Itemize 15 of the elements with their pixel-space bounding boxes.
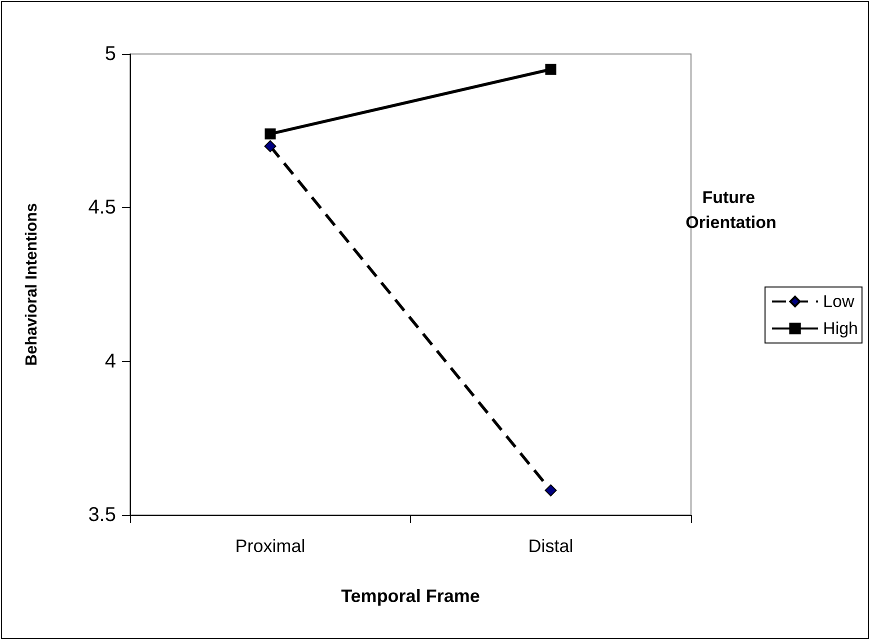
y-tick-label: 4.5 [88,196,116,219]
point [545,64,556,75]
point [264,140,276,152]
x-tick-label: Proximal [235,536,306,556]
y-tick-label: 5 [104,43,116,65]
y-tick-label: 3.5 [88,504,116,526]
y-tick-label: 4 [104,350,116,372]
point [264,128,276,140]
y-axis-title: Behavioral Intentions [24,203,40,366]
legend-label: Low [823,292,855,311]
x-tick-label: Distal [528,536,574,556]
point [544,484,557,496]
legend-title: Future Orientation [686,188,776,232]
x-axis-title: Temporal Frame [341,586,480,606]
legend-label: High [823,319,858,338]
